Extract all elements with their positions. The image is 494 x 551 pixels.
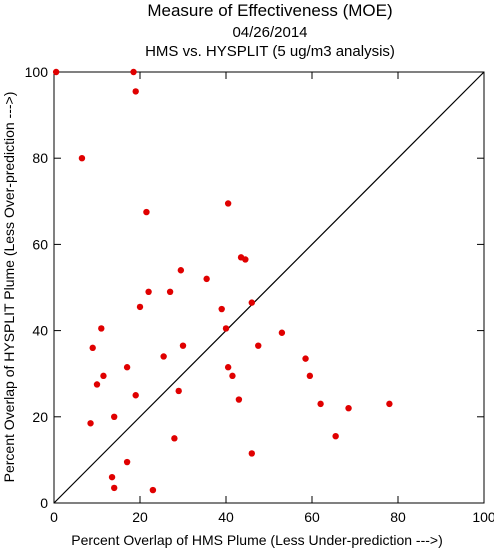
data-point xyxy=(136,303,144,311)
data-point xyxy=(332,432,339,440)
data-point xyxy=(171,435,178,442)
data-point xyxy=(143,208,150,216)
y-tick-label: 20 xyxy=(32,409,48,425)
data-point xyxy=(306,372,314,380)
x-tick-label: 20 xyxy=(132,509,148,525)
data-point xyxy=(149,486,157,494)
data-point xyxy=(132,88,139,95)
data-point xyxy=(145,288,152,296)
data-point xyxy=(100,372,107,380)
data-point xyxy=(52,68,60,76)
data-point xyxy=(203,275,210,283)
y-axis-label: Percent Overlap of HYSPLIT Plume (Less O… xyxy=(1,92,17,483)
one-to-one-reference-line xyxy=(53,71,485,504)
data-point xyxy=(224,200,232,207)
data-point xyxy=(386,400,393,408)
data-point xyxy=(248,450,255,457)
data-point xyxy=(111,413,118,420)
data-point xyxy=(78,155,86,162)
data-point xyxy=(302,355,309,362)
data-point xyxy=(87,420,94,427)
y-tick-label: 0 xyxy=(40,495,48,511)
data-point xyxy=(89,344,96,352)
y-tick-label: 80 xyxy=(32,150,48,166)
x-tick-label: 0 xyxy=(50,509,58,525)
data-point xyxy=(278,329,286,336)
plot-area xyxy=(53,71,485,504)
data-point xyxy=(248,299,255,306)
x-axis-label: Percent Overlap of HMS Plume (Less Under… xyxy=(71,532,443,548)
data-point xyxy=(345,404,352,412)
data-point xyxy=(242,256,249,263)
data-point xyxy=(93,381,101,388)
data-point xyxy=(317,400,324,408)
data-point xyxy=(229,372,236,380)
data-point xyxy=(255,342,262,349)
data-point xyxy=(175,387,182,395)
y-axis: 0 20 40 60 80 100 xyxy=(25,64,484,511)
data-point xyxy=(130,68,137,76)
data-point xyxy=(160,353,167,360)
x-tick-label: 80 xyxy=(390,509,406,525)
y-tick-label: 60 xyxy=(32,236,48,252)
chart-subtitle: HMS vs. HYSPLIT (5 ug/m3 analysis) xyxy=(145,43,395,60)
data-point xyxy=(111,484,118,492)
chart-title: Measure of Effectiveness (MOE) xyxy=(147,1,392,20)
x-axis: 0 20 40 60 80 100 xyxy=(50,72,494,525)
data-point xyxy=(224,364,232,371)
data-point xyxy=(123,364,131,371)
data-point xyxy=(179,342,187,349)
data-point xyxy=(166,288,174,296)
data-point xyxy=(218,305,225,313)
data-point xyxy=(235,396,243,403)
data-point xyxy=(98,325,105,332)
chart-date: 04/26/2014 xyxy=(232,24,307,41)
y-tick-label: 40 xyxy=(32,323,48,339)
x-tick-label: 40 xyxy=(218,509,234,525)
data-point xyxy=(132,392,139,399)
data-point xyxy=(108,473,116,481)
data-point xyxy=(177,267,185,274)
data-points xyxy=(52,68,393,494)
x-tick-label: 100 xyxy=(472,509,494,525)
x-tick-label: 60 xyxy=(304,509,320,525)
data-point xyxy=(123,458,131,466)
y-tick-label: 100 xyxy=(25,64,49,80)
data-point xyxy=(222,325,230,332)
